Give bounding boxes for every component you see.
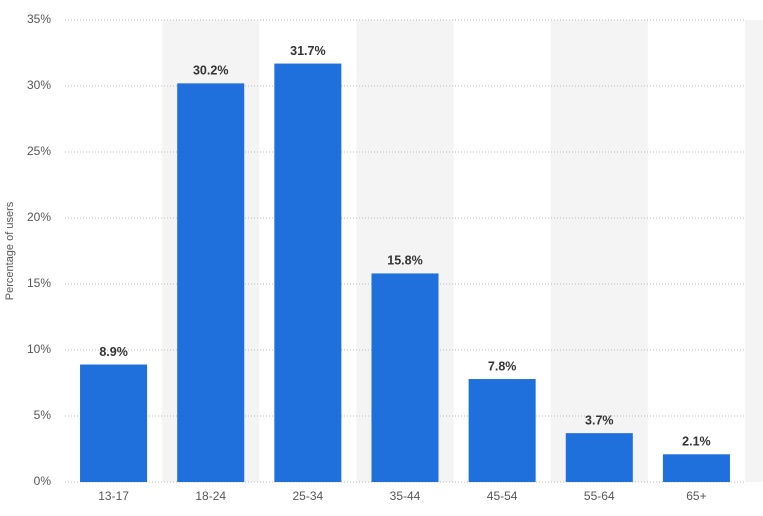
x-tick-label: 45-54: [487, 489, 518, 503]
data-label: 30.2%: [193, 64, 228, 78]
y-axis-label: Percentage of users: [4, 201, 16, 300]
y-tick-label: 35%: [27, 12, 51, 26]
data-label: 3.7%: [585, 413, 614, 427]
band-shade: [550, 20, 648, 482]
bar: [468, 379, 536, 482]
y-tick-label: 5%: [34, 408, 52, 422]
bar: [80, 364, 148, 482]
data-label: 15.8%: [387, 254, 422, 268]
bar: [371, 273, 439, 482]
bar: [274, 63, 342, 483]
y-tick-label: 20%: [27, 210, 51, 224]
data-label: 7.8%: [488, 359, 517, 373]
y-tick-label: 30%: [27, 78, 51, 92]
bar: [177, 83, 245, 483]
x-tick-label: 25-34: [293, 489, 324, 503]
y-tick-label: 15%: [27, 276, 51, 290]
data-label: 31.7%: [290, 44, 325, 58]
band-shade: [745, 20, 763, 482]
y-tick-label: 25%: [27, 144, 51, 158]
data-label: 8.9%: [99, 345, 128, 359]
x-tick-label: 13-17: [98, 489, 129, 503]
x-tick-label: 18-24: [195, 489, 226, 503]
bar: [565, 433, 633, 482]
x-tick-label: 65+: [686, 489, 706, 503]
y-tick-label: 10%: [27, 342, 51, 356]
x-tick-label: 55-64: [584, 489, 615, 503]
y-tick-label: 0%: [34, 474, 52, 488]
bar: [662, 454, 730, 482]
data-label: 2.1%: [682, 435, 711, 449]
x-tick-label: 35-44: [390, 489, 421, 503]
